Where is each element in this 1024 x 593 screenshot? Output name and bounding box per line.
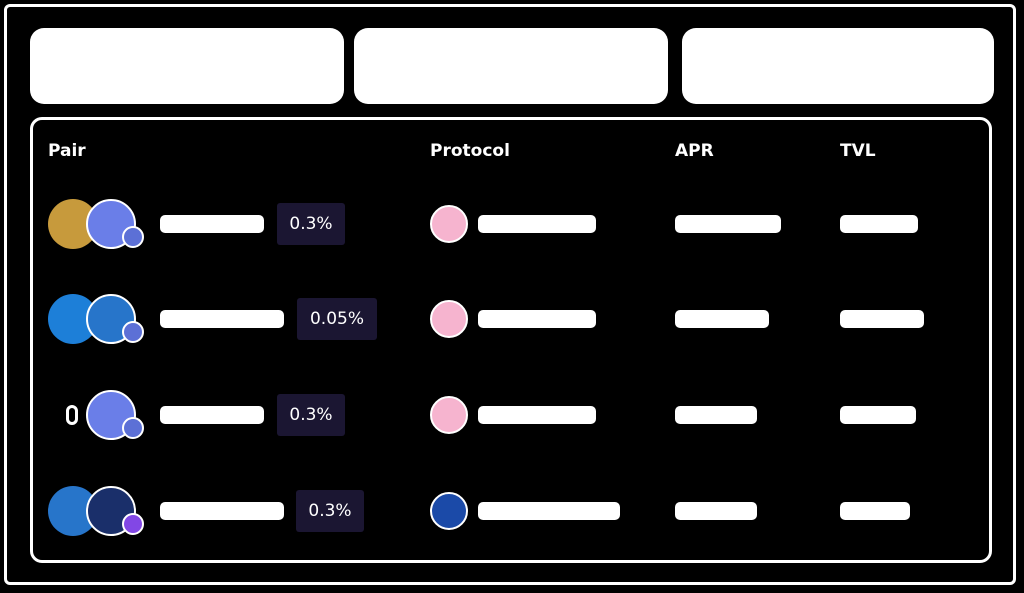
chain-icon xyxy=(122,321,144,343)
protocol-icon xyxy=(430,205,468,243)
fee-tier: 0.3% xyxy=(277,394,345,436)
apr-value xyxy=(675,310,769,328)
stat-card xyxy=(354,28,668,104)
chain-icon xyxy=(122,513,144,535)
protocol-name xyxy=(478,406,596,424)
column-header: TVL xyxy=(840,141,876,161)
tvl-value xyxy=(840,310,924,328)
protocol-name xyxy=(478,502,620,520)
protocol-icon xyxy=(430,396,468,434)
frame xyxy=(4,4,1016,585)
stat-card xyxy=(682,28,994,104)
protocol-name xyxy=(478,215,596,233)
pair-name xyxy=(160,406,264,424)
pair-name xyxy=(160,215,264,233)
fee-tier: 0.3% xyxy=(296,490,364,532)
token-icon xyxy=(86,199,136,249)
apr-value xyxy=(675,215,781,233)
apr-value xyxy=(675,406,757,424)
column-header: Pair xyxy=(48,141,86,161)
pair-name xyxy=(160,502,284,520)
protocol-icon xyxy=(430,300,468,338)
column-header: Protocol xyxy=(430,141,510,161)
protocol-icon xyxy=(430,492,468,530)
column-header: APR xyxy=(675,141,714,161)
chain-icon xyxy=(122,417,144,439)
protocol-name xyxy=(478,310,596,328)
tvl-value xyxy=(840,215,918,233)
token-icon xyxy=(66,405,78,425)
fee-tier: 0.3% xyxy=(277,203,345,245)
pair-name xyxy=(160,310,284,328)
fee-tier: 0.05% xyxy=(297,298,377,340)
chain-icon xyxy=(122,226,144,248)
stat-card xyxy=(30,28,344,104)
apr-value xyxy=(675,502,757,520)
pools-table xyxy=(30,117,992,563)
tvl-value xyxy=(840,502,910,520)
tvl-value xyxy=(840,406,916,424)
